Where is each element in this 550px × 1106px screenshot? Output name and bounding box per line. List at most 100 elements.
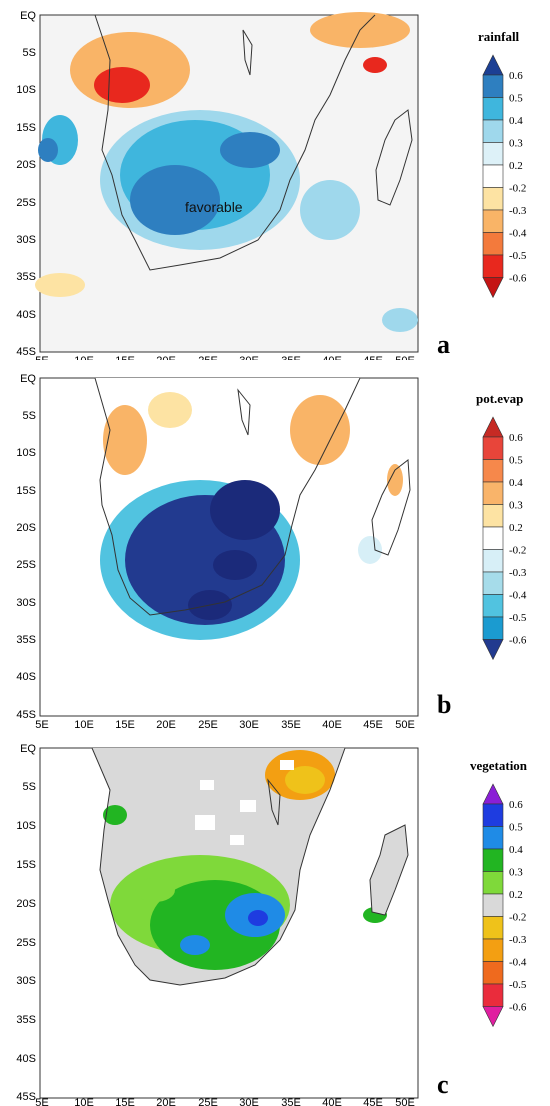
panel-b: EQ 5S 10S 15S 20S 25S 30S 35S 40S 45S 5E… bbox=[0, 370, 550, 730]
legend-title: pot.evap bbox=[476, 391, 523, 406]
legend-swatch bbox=[482, 549, 504, 573]
x-tick: 40E bbox=[322, 355, 342, 360]
y-tick: EQ bbox=[20, 10, 36, 22]
legend-vegetation: vegetation 0.6 0.5 0.4 0.3 0.2 -0.2 -0.3 -0.4 -0… bbox=[470, 758, 528, 1028]
legend-bottom-arrow bbox=[482, 639, 504, 661]
legend-label: 0.2 bbox=[509, 160, 523, 172]
pot-evap-map: EQ 5S 10S 15S 20S 25S 30S 35S 40S 45S 5E… bbox=[16, 373, 527, 730]
legend-label: 0.5 bbox=[509, 455, 523, 467]
legend-swatch bbox=[482, 254, 504, 278]
legend-title: rainfall bbox=[478, 29, 520, 44]
legend-label: -0.6 bbox=[509, 273, 527, 285]
legend-swatch bbox=[482, 826, 504, 850]
legend-label: -0.5 bbox=[509, 612, 527, 624]
legend-swatch bbox=[482, 436, 504, 460]
lake-tanganyika bbox=[237, 388, 251, 436]
legend-swatch bbox=[482, 848, 504, 872]
y-tick: 10S bbox=[16, 447, 36, 459]
legend-label: 0.3 bbox=[509, 500, 523, 512]
legend-label: 0.5 bbox=[509, 93, 523, 105]
legend-label: -0.2 bbox=[509, 183, 526, 195]
legend-label: -0.6 bbox=[509, 1002, 527, 1014]
africa-coastline bbox=[94, 14, 376, 271]
legend-label: 0.6 bbox=[509, 432, 523, 444]
x-axis: 5E 10E 15E 20E 25E 30E 35E 40E 45E 50E bbox=[35, 355, 415, 360]
y-tick: 45S bbox=[16, 709, 36, 721]
legend-swatch bbox=[482, 119, 504, 143]
legend-label: -0.5 bbox=[509, 250, 527, 262]
y-tick: 15S bbox=[16, 485, 36, 497]
x-tick: 30E bbox=[239, 1097, 259, 1106]
legend-swatch bbox=[482, 916, 504, 940]
lake-tanganyika bbox=[267, 778, 281, 826]
legend-swatch bbox=[482, 504, 504, 528]
y-axis: EQ 5S 10S 15S 20S 25S 30S 35S 40S 45S bbox=[16, 373, 36, 721]
x-tick: 45E bbox=[363, 1097, 383, 1106]
y-tick: 5S bbox=[23, 47, 36, 59]
legend-top-arrow bbox=[482, 783, 504, 805]
panel-letter: c bbox=[437, 1070, 449, 1099]
y-tick: 45S bbox=[16, 1091, 36, 1103]
x-tick: 25E bbox=[198, 1097, 218, 1106]
x-tick: 5E bbox=[35, 719, 48, 730]
legend-top-arrow bbox=[482, 54, 504, 76]
y-tick: 40S bbox=[16, 1053, 36, 1065]
vegetation-anomaly-patches bbox=[92, 748, 408, 985]
madagascar-coastline bbox=[375, 109, 413, 206]
x-tick: 35E bbox=[281, 719, 301, 730]
legend-swatch bbox=[482, 481, 504, 505]
legend-swatch bbox=[482, 983, 504, 1007]
y-tick: 35S bbox=[16, 271, 36, 283]
x-axis: 5E 10E 15E 20E 25E 30E 35E 40E 45E 50E bbox=[35, 1097, 415, 1106]
x-tick: 5E bbox=[35, 1097, 48, 1106]
y-tick: 5S bbox=[23, 781, 36, 793]
x-tick: 50E bbox=[395, 1097, 415, 1106]
legend-pot-evap: pot.evap 0.6 0.5 0.4 0.3 0.2 -0.2 -0.3 -0.4 -0.5… bbox=[476, 391, 527, 661]
x-tick: 30E bbox=[239, 355, 259, 360]
x-tick: 45E bbox=[363, 355, 383, 360]
legend-label: -0.4 bbox=[509, 590, 527, 602]
legend-swatch bbox=[482, 209, 504, 233]
x-tick: 40E bbox=[322, 1097, 342, 1106]
madagascar-coastline bbox=[371, 459, 411, 556]
panel-a: favorable EQ 5S 10S 15S 20S 25S 30S 35S … bbox=[0, 0, 550, 360]
legend-label: -0.6 bbox=[509, 635, 527, 647]
legend-label: 0.4 bbox=[509, 115, 523, 127]
panel-letter: b bbox=[437, 690, 452, 719]
legend-swatch bbox=[482, 594, 504, 618]
legend-swatch bbox=[482, 97, 504, 121]
y-tick: 40S bbox=[16, 309, 36, 321]
legend-label: 0.2 bbox=[509, 522, 523, 534]
vegetation-map: EQ 5S 10S 15S 20S 25S 30S 35S 40S 45S 5E… bbox=[16, 743, 528, 1106]
legend-label: -0.2 bbox=[509, 545, 526, 557]
legend-label: 0.5 bbox=[509, 822, 523, 834]
legend-label: 0.6 bbox=[509, 70, 523, 82]
x-tick: 20E bbox=[156, 719, 176, 730]
rainfall-map: favorable EQ 5S 10S 15S 20S 25S 30S 35S … bbox=[16, 10, 527, 360]
y-tick: 40S bbox=[16, 671, 36, 683]
y-tick: 20S bbox=[16, 522, 36, 534]
x-tick: 10E bbox=[74, 719, 94, 730]
legend-label: -0.4 bbox=[509, 228, 527, 240]
panel-c: EQ 5S 10S 15S 20S 25S 30S 35S 40S 45S 5E… bbox=[0, 740, 550, 1106]
y-tick: 10S bbox=[16, 820, 36, 832]
legend-bottom-arrow bbox=[482, 277, 504, 299]
x-tick: 40E bbox=[322, 719, 342, 730]
legend-swatch bbox=[482, 142, 504, 166]
legend-label: 0.3 bbox=[509, 138, 523, 150]
y-tick: 45S bbox=[16, 346, 36, 358]
legend-swatch bbox=[482, 232, 504, 256]
legend-swatch bbox=[482, 459, 504, 483]
legend-label: -0.3 bbox=[509, 567, 527, 579]
africa-coastline bbox=[91, 747, 346, 986]
panel-letter: a bbox=[437, 330, 450, 359]
y-tick: 30S bbox=[16, 975, 36, 987]
legend-rainfall: rainfall 0.6 0.5 0.4 0.3 0.2 -0.2 -0.3 -0.4 -0.5… bbox=[478, 29, 527, 299]
legend-swatch bbox=[482, 526, 504, 550]
legend-label: -0.5 bbox=[509, 979, 527, 991]
y-tick: 25S bbox=[16, 559, 36, 571]
y-tick: 5S bbox=[23, 410, 36, 422]
x-tick: 50E bbox=[395, 355, 415, 360]
y-tick: 25S bbox=[16, 197, 36, 209]
legend-title: vegetation bbox=[470, 758, 528, 773]
